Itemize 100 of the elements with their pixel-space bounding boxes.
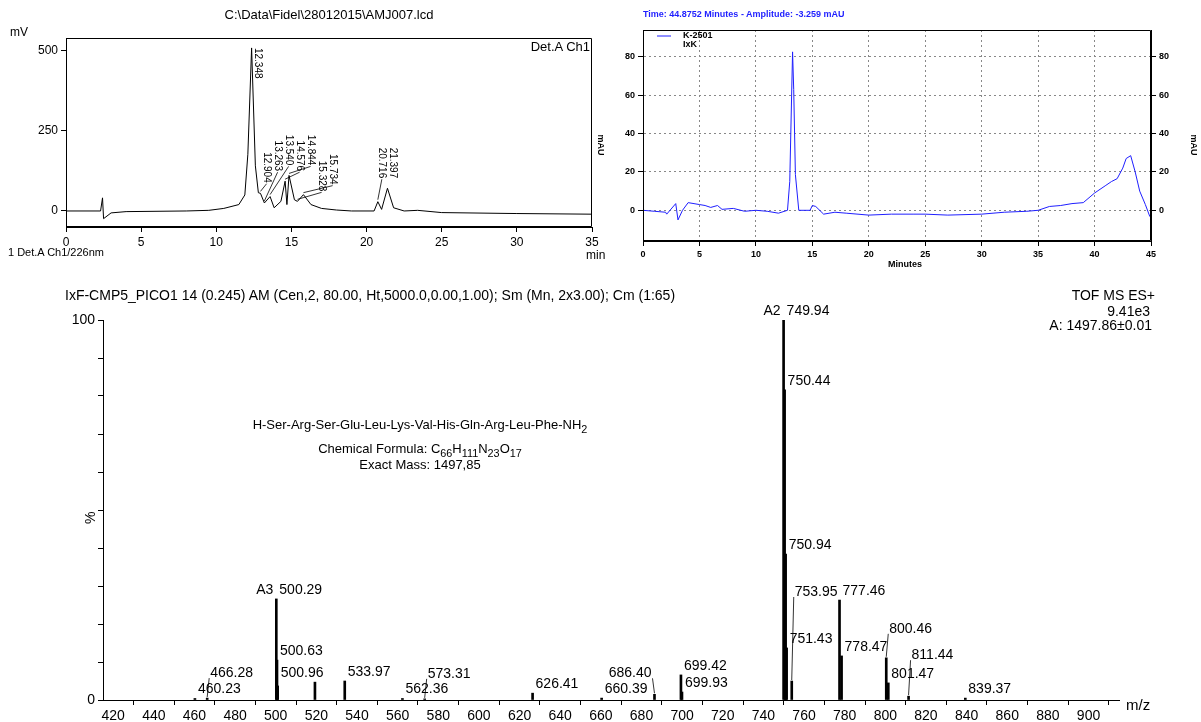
annotation: 460.23 — [197, 680, 241, 697]
x-tick-label: 20 — [863, 248, 874, 259]
annotation: 626.41 — [535, 675, 579, 692]
x-tick-label: 600 — [467, 707, 491, 722]
annotation: 20.716 — [377, 147, 389, 179]
annotation: Det.A Ch1 — [530, 39, 590, 55]
annotation: 839.37 — [968, 679, 1012, 696]
x-tick-label: 700 — [670, 707, 695, 722]
annotation: 14.844 — [305, 134, 317, 166]
y-tick-label: 80 — [624, 51, 635, 62]
x-tick-label: 460 — [182, 707, 207, 722]
annotation: 699.93 — [684, 673, 729, 690]
annotation: 500.96 — [280, 663, 324, 680]
annotation: 686.40 — [608, 664, 652, 681]
y-axis-title: mV — [10, 25, 28, 40]
x-tick-label: 840 — [954, 707, 979, 722]
annotation: 811.44 — [911, 646, 954, 663]
x-tick-label: 640 — [548, 707, 573, 722]
annotation: 573.31 — [427, 664, 471, 681]
x-tick-label: 760 — [792, 707, 816, 722]
x-tick-label: 560 — [385, 707, 410, 722]
y-tick-label: 0 — [51, 203, 59, 218]
x-tick-label: 880 — [1036, 707, 1060, 722]
x-tick-label: 420 — [101, 707, 126, 722]
y-tick-label: 60 — [624, 89, 635, 100]
x-tick-label: 25 — [920, 248, 931, 259]
annotation: IxK — [683, 39, 698, 50]
y-tick-label: 100 — [71, 310, 96, 327]
annotation: 562.36 — [405, 680, 449, 697]
chart-title: C:\Data\Fidel\28012015\AMJ007.lcd — [224, 7, 434, 23]
x-tick-label: 520 — [304, 707, 329, 722]
chart-title: Time: 44.8752 Minutes - Amplitude: -3.259 mAU — [643, 9, 845, 20]
annotation: 699.42 — [683, 656, 727, 673]
annotation: 15.328 — [316, 160, 328, 192]
x-tick-label: 30 — [510, 234, 524, 249]
x-tick-label: 5 — [137, 234, 145, 249]
annotation: 500.29 — [279, 580, 323, 597]
x-tick-label: 900 — [1076, 707, 1101, 722]
chart-title: IxF-CMP5_PICO1 14 (0.245) AM (Cen,2, 80.00, Ht,5000.0,0.00,1.00); Sm (Mn, 2x3.00); Cm (1:65) — [65, 287, 676, 304]
x-tick-label: 10 — [209, 234, 224, 249]
x-tick-label: 620 — [507, 707, 532, 722]
x-tick-label: 780 — [833, 707, 857, 722]
annotation: A2 — [763, 301, 781, 318]
x-axis-title: m/z — [1126, 696, 1151, 714]
annotation: 500.63 — [280, 641, 324, 658]
annotation: 777.46 — [842, 581, 886, 598]
annotation: 14.576 — [294, 140, 306, 172]
x-tick-label: 800 — [873, 707, 898, 722]
y2-tick-label: 20 — [1159, 166, 1170, 177]
annotation: Exact Mass: 1497,85 — [359, 457, 481, 473]
annotation: Chemical Formula: C$_{66}$H$_{111}$N$_{23}$O$_{17}$ — [318, 441, 522, 459]
x-tick-label: 30 — [976, 248, 987, 259]
x-tick-label: 25 — [435, 234, 449, 249]
annotation: H-Ser-Arg-Ser-Glu-Leu-Lys-Val-His-Gln-Arg-Leu-Phe-NH$_{2}$ — [252, 417, 588, 436]
annotation: 15.734 — [327, 154, 339, 186]
annotation: 800.46 — [889, 619, 933, 636]
annotation: 750.44 — [787, 371, 831, 388]
annotation: 12.904 — [261, 152, 273, 184]
y-tick-label: 40 — [624, 128, 635, 139]
x-tick-label: 0 — [640, 248, 646, 259]
annotation: 749.94 — [786, 301, 830, 318]
annotation: 801.47 — [891, 664, 935, 681]
annotation: 660.39 — [604, 679, 648, 696]
y2-axis-title: mAU — [1188, 134, 1199, 156]
x-tick-label: 10 — [750, 248, 761, 259]
annotation: 12.348 — [252, 47, 264, 79]
legend-label: K-2501 — [683, 30, 713, 41]
annotation: 778.47 — [844, 637, 888, 654]
y2-tick-label: 80 — [1159, 51, 1170, 62]
text: TOF MS ES+ — [1071, 287, 1155, 304]
x-tick-label: 15 — [807, 248, 818, 259]
text: 1 Det.A Ch1/226nm — [8, 246, 105, 259]
annotation: 13.263 — [272, 140, 284, 172]
x-tick-label: 40 — [1089, 248, 1100, 259]
x-tick-label: 720 — [711, 707, 735, 722]
annotation: A3 — [256, 580, 274, 597]
y-tick-label: 250 — [37, 123, 59, 138]
y2-tick-label: 0 — [1159, 204, 1165, 215]
x-tick-label: 500 — [264, 707, 288, 722]
x-tick-label: 740 — [751, 707, 776, 722]
annotation: 533.97 — [347, 662, 391, 679]
x-tick-label: 35 — [585, 234, 599, 249]
y-axis-title: % — [82, 511, 99, 524]
y2-tick-label: 60 — [1159, 89, 1170, 100]
annotation: 13.540 — [283, 134, 295, 166]
x-tick-label: 580 — [426, 707, 451, 722]
x-tick-label: 660 — [589, 707, 613, 722]
y-axis-title: mAU — [595, 134, 606, 156]
x-tick-label: 680 — [629, 707, 654, 722]
x-tick-label: 35 — [1033, 248, 1044, 259]
x-tick-label: 15 — [284, 234, 299, 249]
annotation: 21.397 — [388, 147, 400, 179]
x-tick-label: 45 — [1145, 248, 1157, 259]
x-tick-label: 440 — [142, 707, 166, 722]
annotation: 753.95 — [794, 582, 838, 599]
y-tick-label: 500 — [37, 43, 59, 58]
y-tick-label: 20 — [624, 166, 635, 177]
annotation: 466.28 — [210, 663, 254, 680]
annotation: 750.94 — [788, 535, 832, 552]
annotation: A: 1497.86±0.01 — [1049, 317, 1152, 334]
